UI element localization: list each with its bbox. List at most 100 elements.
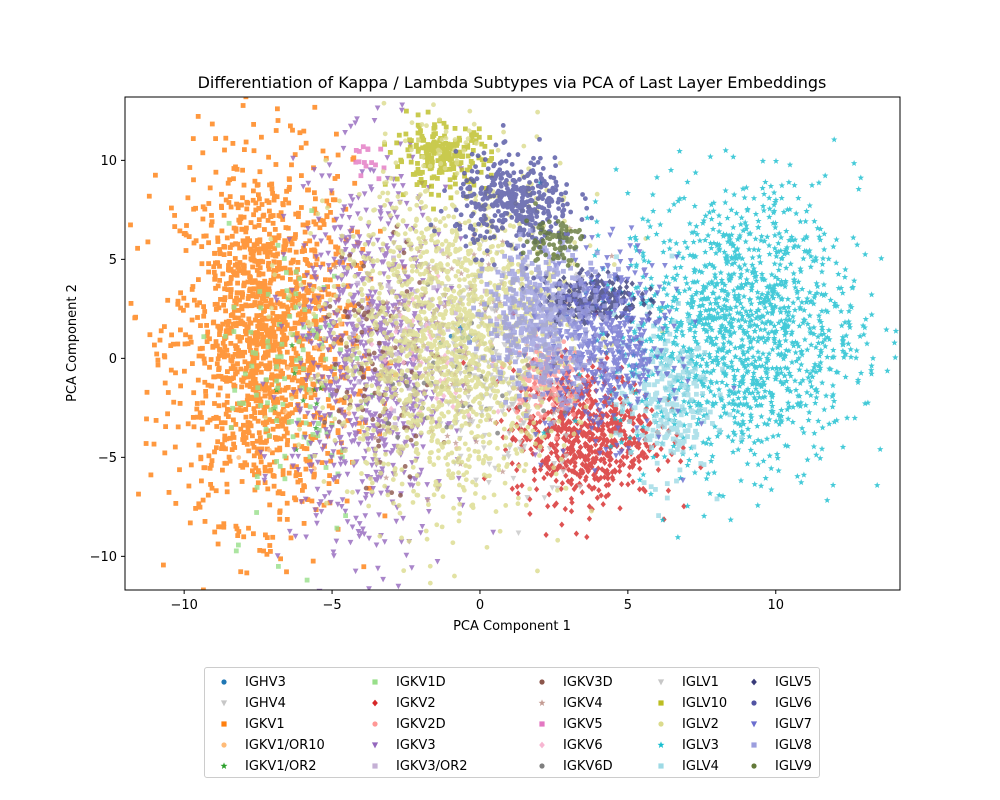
data-point — [188, 339, 194, 345]
data-point — [249, 363, 255, 369]
data-point — [625, 481, 631, 488]
data-point — [186, 483, 192, 489]
data-point — [323, 356, 329, 362]
data-point — [341, 282, 346, 288]
data-point — [152, 342, 157, 348]
data-point — [479, 279, 484, 285]
data-point — [349, 524, 356, 531]
data-point — [191, 206, 196, 212]
data-point — [385, 274, 391, 280]
data-point — [251, 257, 257, 263]
data-point — [202, 206, 208, 212]
data-point — [401, 250, 407, 256]
data-point — [546, 446, 553, 452]
data-point — [178, 383, 183, 389]
data-point — [426, 406, 432, 412]
data-point — [316, 591, 322, 597]
data-point — [267, 447, 272, 453]
data-point — [216, 373, 222, 379]
data-point — [213, 488, 219, 494]
data-point — [245, 296, 251, 301]
data-point — [161, 353, 167, 358]
data-point — [445, 409, 451, 415]
data-point — [303, 140, 309, 146]
data-point — [267, 208, 272, 214]
data-point — [317, 225, 323, 231]
data-point — [280, 401, 286, 407]
data-point — [224, 400, 230, 405]
data-point — [394, 140, 400, 146]
data-point — [321, 222, 327, 227]
data-point — [255, 418, 261, 424]
data-point — [366, 535, 372, 542]
data-point — [277, 463, 283, 469]
data-point — [503, 435, 509, 441]
data-point — [245, 337, 250, 343]
data-point — [423, 316, 429, 322]
data-point — [274, 314, 279, 319]
data-point — [244, 441, 250, 447]
data-point — [559, 480, 566, 487]
data-point — [637, 465, 643, 472]
data-point — [321, 494, 328, 500]
data-point — [315, 211, 321, 217]
data-point — [213, 285, 218, 291]
data-point — [163, 424, 168, 429]
data-point — [393, 230, 399, 236]
data-point — [206, 201, 212, 206]
data-point — [223, 135, 229, 141]
data-point — [272, 227, 278, 232]
data-point — [384, 386, 390, 392]
data-point — [231, 435, 237, 440]
data-point — [264, 535, 270, 540]
data-point — [288, 330, 293, 336]
data-point — [356, 350, 362, 356]
data-point — [219, 228, 225, 234]
data-point — [331, 462, 337, 469]
data-point — [196, 353, 202, 359]
data-point — [333, 538, 340, 545]
data-point — [224, 436, 230, 442]
data-point — [224, 347, 230, 353]
data-point — [525, 377, 531, 383]
data-point — [154, 351, 160, 357]
data-point — [274, 364, 279, 370]
data-point — [147, 332, 153, 338]
data-point — [314, 241, 320, 247]
data-point — [193, 506, 198, 511]
data-point — [232, 315, 238, 321]
data-point — [372, 289, 379, 296]
data-point — [500, 242, 505, 248]
data-point — [298, 145, 304, 151]
data-point — [230, 405, 235, 411]
data-point — [354, 211, 361, 217]
data-point — [242, 44, 247, 49]
data-point — [278, 556, 283, 562]
data-point — [270, 310, 276, 316]
data-point — [357, 388, 363, 394]
data-point — [271, 329, 277, 335]
data-point — [439, 242, 445, 247]
data-point — [544, 470, 550, 477]
data-point — [169, 205, 174, 211]
data-point — [251, 188, 256, 194]
data-point — [372, 355, 379, 362]
data-point — [510, 475, 517, 482]
data-point — [242, 349, 248, 355]
data-point — [215, 392, 221, 398]
data-point — [426, 502, 431, 508]
data-point — [399, 159, 404, 165]
data-point — [265, 331, 271, 336]
data-point — [245, 429, 251, 434]
data-point — [206, 453, 212, 459]
data-point — [284, 442, 290, 448]
data-point — [256, 217, 262, 223]
data-point — [261, 212, 267, 218]
data-point — [362, 513, 369, 519]
data-point — [309, 498, 315, 504]
data-point — [372, 367, 378, 372]
data-point — [478, 405, 484, 411]
data-point — [506, 390, 513, 397]
data-point — [452, 125, 458, 131]
data-point — [299, 205, 304, 210]
